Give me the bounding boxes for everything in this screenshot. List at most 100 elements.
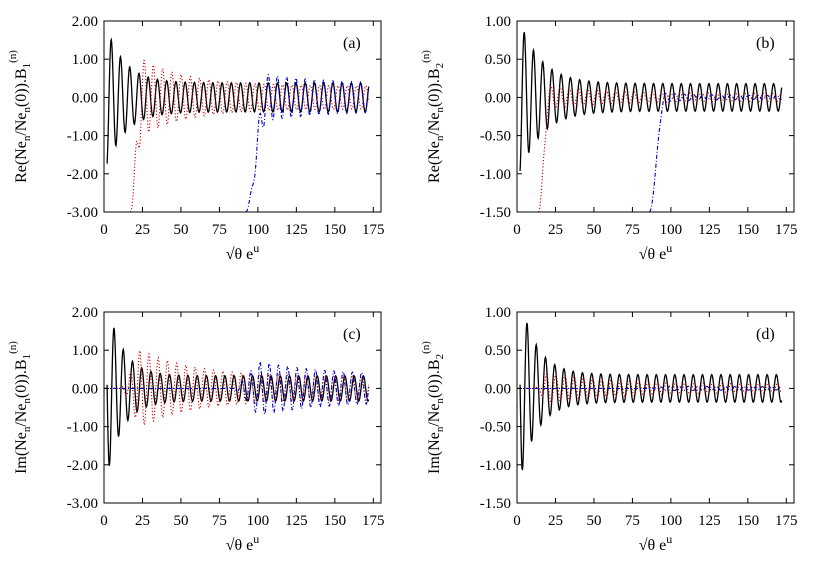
y-axis-title: Im(Nen/Nen(0)).B2(n): [420, 341, 446, 474]
x-tick-label: 0: [100, 513, 108, 529]
label-part: n: [434, 107, 446, 113]
x-tick-label: 25: [135, 513, 150, 529]
y-tick-label: -2.00: [67, 167, 98, 183]
plot-frame: [516, 311, 795, 504]
label-part: √θ e: [639, 537, 667, 554]
series-line: [245, 73, 370, 212]
x-tick-label: 175: [775, 513, 798, 529]
series-line: [519, 322, 783, 471]
y-axis-title: Im(Nen/Nen(0)).B1(n): [7, 341, 33, 474]
label-part: (n): [7, 50, 19, 63]
y-tick-label: -0.50: [480, 420, 511, 436]
x-tick-label: 25: [548, 222, 563, 238]
label-part: (0)).B: [13, 68, 30, 107]
chart-panel: 0 25 50 75 100 125 150 175 -3.00 -2.00 -1.00 0.00 1.…: [7, 14, 385, 263]
y-tick-label: -1.00: [67, 129, 98, 145]
chart-panel: 0 25 50 75 100 125 150 175 -1.50 -1.00 -0.50 0.00 0.…: [420, 305, 798, 554]
chart-panel: 0 25 50 75 100 125 150 175 -1.50 -1.00 -0.50 0.00 0.…: [420, 14, 798, 263]
label-part: Re(Ne: [13, 141, 30, 183]
label-part: √θ e: [226, 246, 254, 263]
x-tick-label: 75: [625, 222, 640, 238]
x-tick-label: 50: [586, 513, 601, 529]
label-part: (0)).B: [426, 359, 443, 398]
panel-label: (a): [343, 35, 361, 52]
y-tick-label: 0.00: [485, 90, 511, 106]
y-tick-label: 0.50: [485, 52, 511, 68]
label-part: u: [666, 241, 672, 255]
y-tick-label: 0.50: [485, 343, 511, 359]
label-part: u: [666, 532, 672, 546]
y-tick-label: 2.00: [72, 305, 98, 321]
label-part: (n): [7, 341, 19, 354]
x-tick-label: 75: [625, 513, 640, 529]
y-tick-label: 1.00: [485, 305, 511, 321]
x-tick-label: 25: [135, 222, 150, 238]
label-part: n: [21, 426, 33, 432]
x-tick-label: 150: [737, 513, 760, 529]
x-tick-label: 100: [660, 222, 683, 238]
label-part: 2: [434, 63, 446, 69]
series-line: [519, 31, 783, 172]
panel-label: (c): [343, 326, 361, 343]
x-tick-label: 100: [660, 513, 683, 529]
series-line: [649, 93, 782, 212]
label-part: /Ne: [13, 404, 30, 427]
label-part: n: [21, 398, 33, 404]
label-part: 1: [21, 63, 33, 69]
label-part: n: [21, 135, 33, 141]
x-tick-label: 175: [362, 222, 385, 238]
panel-label: (b): [756, 35, 775, 52]
label-part: √θ e: [226, 537, 254, 554]
series-line: [538, 85, 782, 212]
series-line: [104, 348, 370, 427]
label-part: /Ne: [13, 113, 30, 136]
label-part: /Ne: [426, 113, 443, 136]
x-tick-label: 100: [247, 513, 270, 529]
label-part: Im(Ne: [13, 432, 30, 474]
x-tick-label: 175: [362, 513, 385, 529]
x-tick-label: 125: [698, 513, 721, 529]
x-tick-label: 125: [698, 222, 721, 238]
label-part: u: [253, 532, 259, 546]
x-tick-label: 150: [324, 513, 347, 529]
x-tick-label: 50: [173, 222, 188, 238]
x-tick-label: 0: [513, 513, 521, 529]
x-axis-title: √θ eu: [226, 532, 260, 554]
y-tick-label: -3.00: [67, 496, 98, 512]
y-tick-label: 0.00: [72, 381, 98, 397]
y-axis-title: Re(Nen/Nen(0)).B2(n): [420, 50, 446, 183]
x-tick-label: 175: [775, 222, 798, 238]
y-tick-label: -1.00: [67, 420, 98, 436]
plot-frame: [103, 20, 382, 213]
label-part: n: [434, 398, 446, 404]
y-axis-title: Re(Nen/Nen(0)).B1(n): [7, 50, 33, 183]
y-tick-label: -1.50: [480, 496, 511, 512]
label-part: √θ e: [639, 246, 667, 263]
x-axis-title: √θ eu: [639, 532, 673, 554]
label-part: (n): [420, 341, 432, 354]
y-tick-label: -2.00: [67, 458, 98, 474]
series-line: [517, 372, 783, 404]
y-tick-label: -0.50: [480, 129, 511, 145]
y-tick-label: -1.50: [480, 205, 511, 221]
label-part: (n): [420, 50, 432, 63]
series-line: [129, 59, 370, 212]
x-axis-title: √θ eu: [226, 241, 260, 263]
series-line: [517, 385, 782, 392]
x-tick-label: 125: [285, 513, 308, 529]
label-part: (0)).B: [13, 359, 30, 398]
x-tick-label: 75: [212, 513, 227, 529]
y-tick-label: -1.00: [480, 458, 511, 474]
label-part: 2: [434, 354, 446, 360]
y-tick-label: 0.00: [72, 90, 98, 106]
x-tick-label: 125: [285, 222, 308, 238]
x-tick-label: 75: [212, 222, 227, 238]
x-tick-label: 100: [247, 222, 270, 238]
x-tick-label: 150: [324, 222, 347, 238]
label-part: 1: [21, 354, 33, 360]
y-tick-label: 1.00: [485, 14, 511, 30]
x-tick-label: 0: [513, 222, 521, 238]
y-tick-label: 1.00: [72, 52, 98, 68]
label-part: /Ne: [426, 404, 443, 427]
